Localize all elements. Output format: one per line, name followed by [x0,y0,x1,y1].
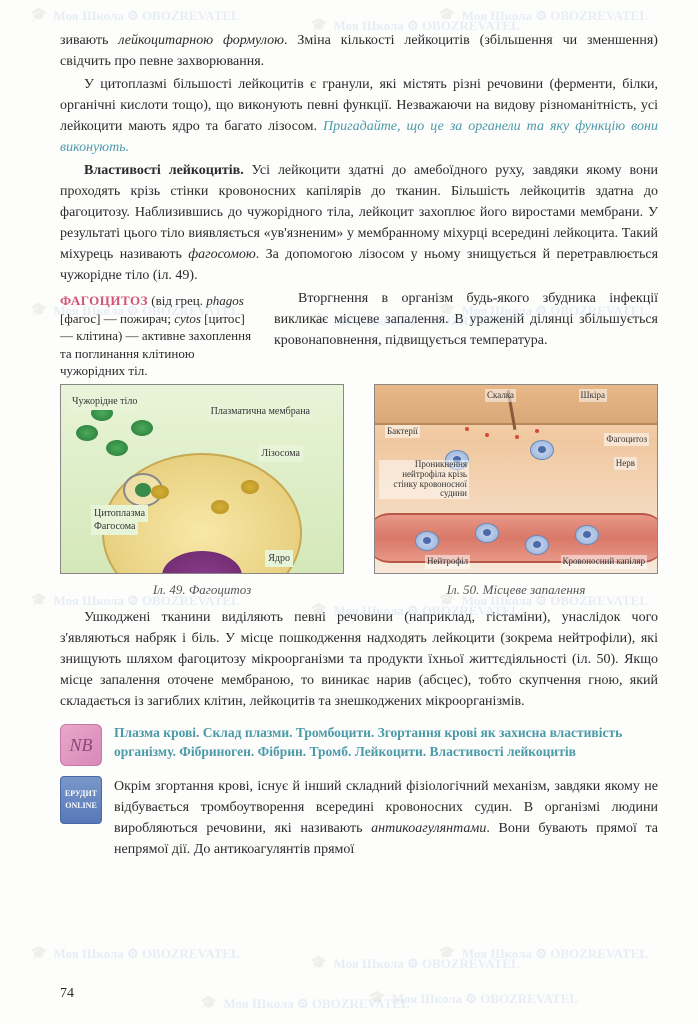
lysosome-shape [151,485,169,499]
diagram-label: Ядро [265,550,293,567]
foreign-body-shape [131,420,153,436]
etym-italic: cytos [174,311,201,326]
watermark: Моя Школа ⚙ OBOZREVATEL [30,943,240,964]
diagram-label: Скалка [485,389,516,403]
watermark: Моя Школа ⚙ OBOZREVATEL [438,5,648,26]
erudit-label: ONLINE [65,800,97,812]
text: зивають [60,33,118,48]
heading-inline: Властивості лейкоцитів. [84,163,244,178]
foreign-body-shape [76,425,98,441]
italic-term: фагосомою [188,247,256,262]
term-title: ФАГОЦИТОЗ [60,293,148,308]
bacteria-dot [465,427,469,431]
figure-caption: Іл. 50. Місцеве запалення [374,580,658,600]
page-number: 74 [60,983,74,1004]
watermark: Моя Школа ⚙ OBOZREVATEL [30,5,240,26]
text: [фагос] — пожирач; [60,311,174,326]
neutrophil-shape [525,535,549,555]
neutrophil-shape [475,523,499,543]
lysosome-shape [211,500,229,514]
diagram-label: Нерв [614,457,637,471]
diagram-label: Проникнення нейтрофіла крізь стінку кров… [379,460,469,500]
watermark: Моя Школа ⚙ OBOZREVATEL [368,988,578,1009]
diagram-label: Нейтрофіл [425,555,470,569]
diagram-label: Бактерії [385,425,420,439]
watermark: Моя Школа ⚙ OBOZREVATEL [200,993,410,1014]
diagram-label: Фагоцитоз [604,433,649,447]
paragraph-1: зивають лейкоцитарною формулою. Зміна кі… [60,30,658,72]
diagram-label: Шкіра [579,389,607,403]
paragraph-2: У цитоплазмі більшості лейкоцитів є гран… [60,74,658,158]
neutrophil-shape [415,531,439,551]
italic-term: антикоагулянтами [371,821,486,836]
erudit-block: ЕРУДИТ ONLINE Окрім згортання крові, існ… [60,776,658,860]
neutrophil-shape [530,440,554,460]
diagram-label: Фагосома [91,518,138,535]
lysosome-shape [241,480,259,494]
nb-icon: NB [60,724,102,766]
diagram-label: Лізосома [258,445,303,462]
nb-summary-block: NB Плазма крові. Склад плазми. Тромбоцит… [60,724,658,766]
erudit-online-icon: ЕРУДИТ ONLINE [60,776,102,824]
inflammation-illustration: Скалка Шкіра Бактерії Фагоцитоз Нерв Про… [374,384,658,574]
diagram-label: Плазматична мембрана [208,403,313,420]
nucleus-shape [162,551,242,574]
paragraph-6: Окрім згортання крові, існує й інший скл… [114,776,658,860]
bacteria-dot [515,435,519,439]
text: (від грец. [148,293,206,308]
watermark: Моя Школа ⚙ OBOZREVATEL [310,953,520,974]
foreign-body-shape [106,440,128,456]
italic-term: лейкоцитарною формулою [118,33,284,48]
nb-summary-text: Плазма крові. Склад плазми. Тромбоцити. … [114,724,658,762]
bacteria-dot [535,429,539,433]
neutrophil-shape [575,525,599,545]
figure-50: Скалка Шкіра Бактерії Фагоцитоз Нерв Про… [374,384,658,600]
diagram-label: Чужорідне тіло [69,393,140,410]
diagram-label: Кровоносний капіляр [561,555,648,569]
etym-italic: phagos [206,293,244,308]
cell-diagram-illustration: Чужорідне тіло Плазматична мембрана Лізо… [60,384,344,574]
paragraph-5: Ушкоджені тканини виділяють певні речови… [60,607,658,712]
figure-49: Чужорідне тіло Плазматична мембрана Лізо… [60,384,344,600]
figure-caption: Іл. 49. Фагоцитоз [60,580,344,600]
paragraph-3: Властивості лейкоцитів. Усі лейкоцити зд… [60,160,658,286]
watermark: Моя Школа ⚙ OBOZREVATEL [438,943,648,964]
bacteria-dot [485,433,489,437]
figures-row: Чужорідне тіло Плазматична мембрана Лізо… [60,384,658,600]
term-definition-box: ФАГОЦИТОЗ (від грец. phagos [фагос] — по… [60,292,260,380]
erudit-label: ЕРУДИТ [65,788,97,800]
